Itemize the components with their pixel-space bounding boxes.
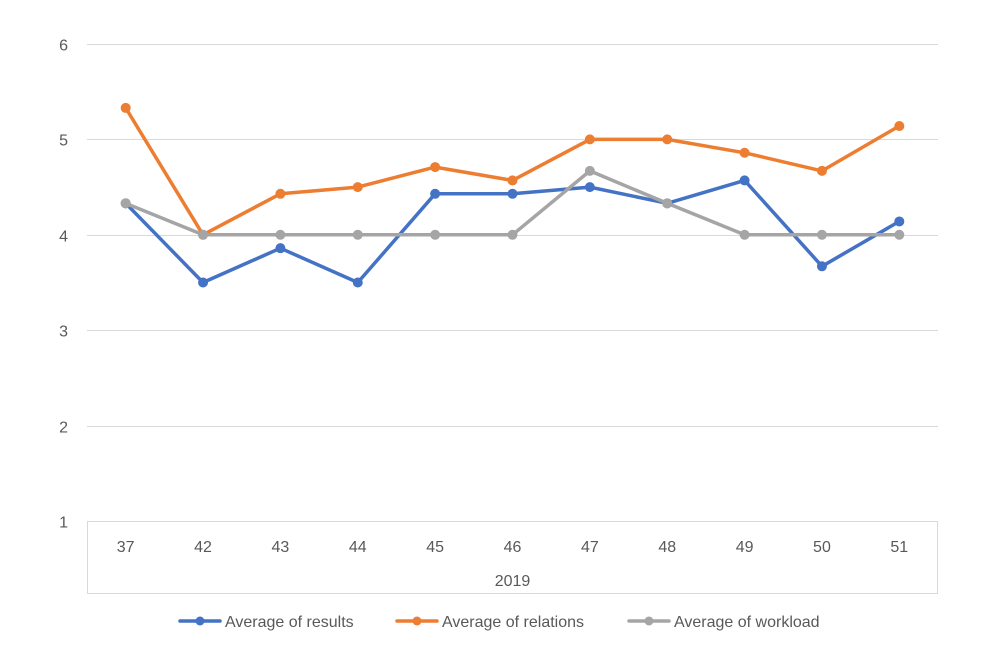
series-2 bbox=[120, 102, 905, 240]
x-tick-label: 37 bbox=[117, 539, 135, 556]
data-point bbox=[662, 134, 673, 145]
legend-item: Average of workload bbox=[627, 614, 820, 631]
data-point bbox=[739, 229, 750, 240]
data-point bbox=[507, 188, 518, 199]
data-point bbox=[507, 229, 518, 240]
y-axis-tick-labels: 1 2 3 4 5 6 bbox=[59, 38, 68, 532]
data-point bbox=[816, 261, 827, 272]
data-point bbox=[894, 216, 905, 227]
x-axis bbox=[87, 521, 938, 594]
x-axis-tick-labels: 37 42 43 44 45 46 47 48 49 50 51 2019 bbox=[117, 539, 909, 590]
series-3 bbox=[120, 165, 905, 240]
series-lines bbox=[120, 102, 905, 288]
legend-label: Average of workload bbox=[674, 614, 820, 631]
data-point bbox=[430, 188, 441, 199]
data-point bbox=[739, 175, 750, 186]
x-tick-label: 43 bbox=[272, 539, 290, 556]
legend-label: Average of relations bbox=[442, 614, 584, 631]
legend: Average of results Average of relations Av… bbox=[178, 614, 820, 631]
data-point bbox=[275, 188, 286, 199]
data-point bbox=[894, 121, 905, 132]
data-point bbox=[739, 147, 750, 158]
legend-label: Average of results bbox=[225, 614, 354, 631]
x-tick-label: 42 bbox=[194, 539, 212, 556]
legend-item: Average of relations bbox=[395, 614, 584, 631]
y-tick-label: 2 bbox=[59, 420, 68, 437]
data-point bbox=[816, 165, 827, 176]
data-point bbox=[584, 134, 595, 145]
y-tick-label: 6 bbox=[59, 38, 68, 55]
x-tick-label: 51 bbox=[890, 539, 908, 556]
data-point bbox=[352, 277, 363, 288]
data-point bbox=[507, 175, 518, 186]
data-point bbox=[198, 277, 209, 288]
data-point bbox=[662, 198, 673, 209]
legend-marker bbox=[412, 616, 422, 626]
x-tick-label: 49 bbox=[736, 539, 754, 556]
data-point bbox=[584, 182, 595, 193]
data-point bbox=[275, 229, 286, 240]
x-tick-label: 45 bbox=[426, 539, 444, 556]
x-tick-label: 47 bbox=[581, 539, 599, 556]
series-line bbox=[123, 106, 902, 237]
data-point bbox=[816, 229, 827, 240]
gridlines bbox=[87, 44, 938, 522]
data-point bbox=[275, 243, 286, 254]
data-point bbox=[430, 162, 441, 173]
x-tick-label: 48 bbox=[658, 539, 676, 556]
x-tick-label: 46 bbox=[504, 539, 522, 556]
data-point bbox=[584, 165, 595, 176]
y-tick-label: 4 bbox=[59, 229, 68, 246]
data-point bbox=[198, 229, 209, 240]
data-point bbox=[352, 182, 363, 193]
data-point bbox=[894, 229, 905, 240]
y-tick-label: 3 bbox=[59, 324, 68, 341]
legend-marker bbox=[644, 616, 654, 626]
y-tick-label: 5 bbox=[59, 133, 68, 150]
x-group-label: 2019 bbox=[495, 573, 531, 590]
data-point bbox=[430, 229, 441, 240]
legend-item: Average of results bbox=[178, 614, 354, 631]
x-tick-label: 50 bbox=[813, 539, 831, 556]
data-point bbox=[120, 198, 131, 209]
y-tick-label: 1 bbox=[59, 515, 68, 532]
x-tick-label: 44 bbox=[349, 539, 367, 556]
data-point bbox=[120, 102, 131, 113]
data-point bbox=[352, 229, 363, 240]
legend-marker bbox=[195, 616, 205, 626]
